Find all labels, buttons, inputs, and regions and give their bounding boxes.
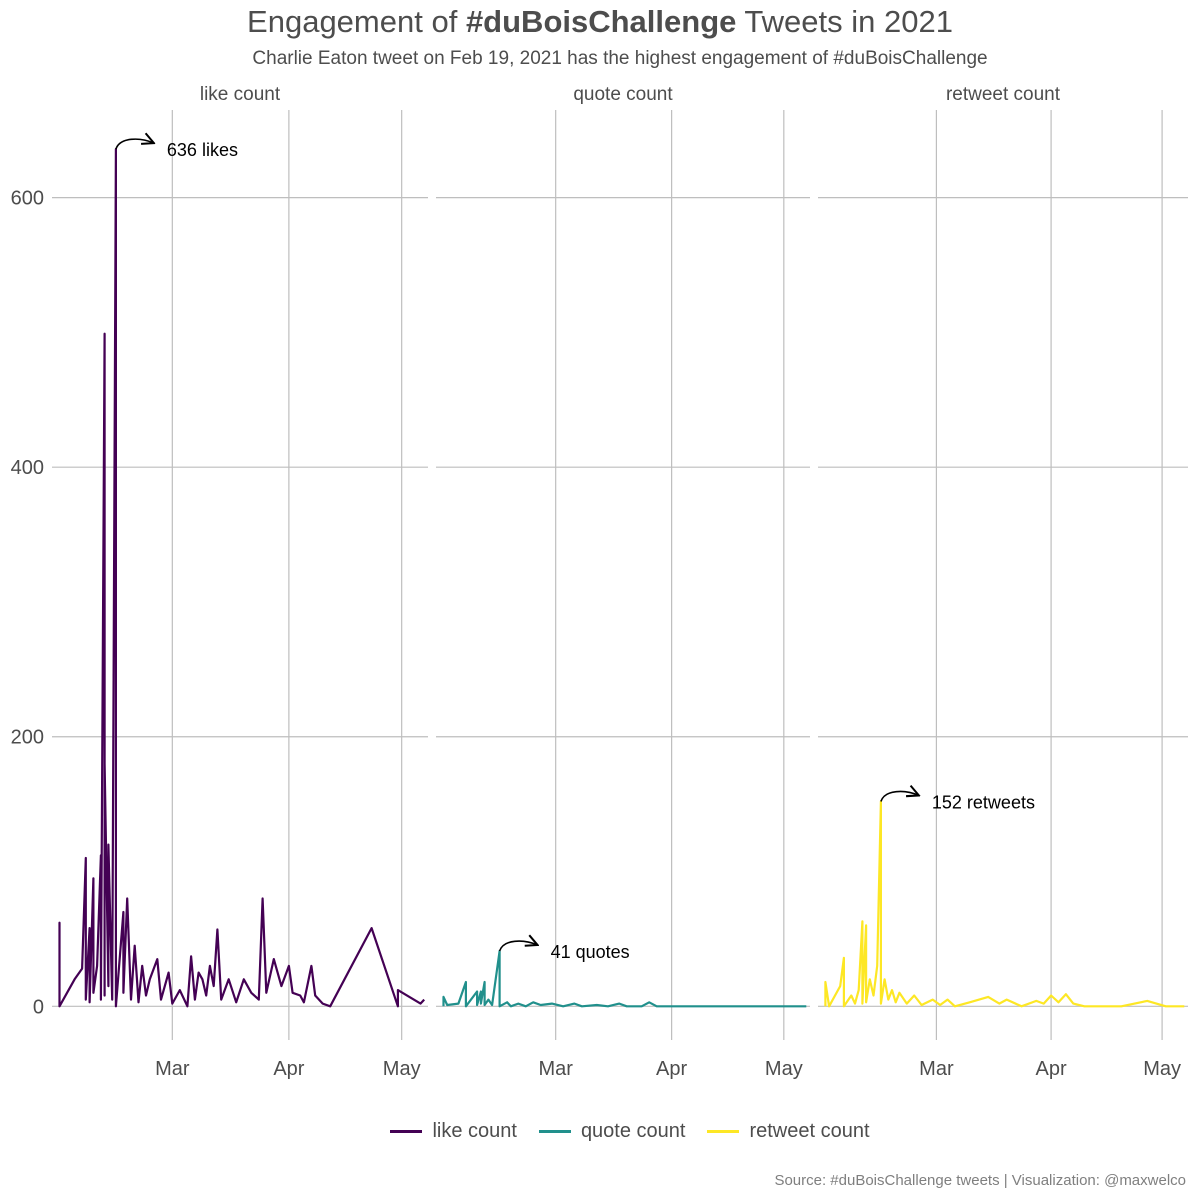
facet-label: quote count bbox=[573, 84, 673, 105]
facet-label: like count bbox=[200, 84, 281, 105]
y-tick-label: 0 bbox=[33, 996, 44, 1018]
x-tick-label: Mar bbox=[538, 1058, 573, 1080]
x-tick-label: Apr bbox=[1036, 1058, 1067, 1080]
series-line-quote-count bbox=[442, 949, 807, 1008]
y-tick-label: 400 bbox=[11, 457, 44, 479]
annotation-arrow bbox=[880, 791, 919, 802]
legend-key-like bbox=[390, 1130, 423, 1133]
chart-subtitle: Charlie Eaton tweet on Feb 19, 2021 has … bbox=[252, 48, 988, 69]
faceted-line-chart: Mar Apr May like count Mar Apr May quote count M… bbox=[11, 84, 1188, 1080]
legend-key-quote bbox=[538, 1130, 571, 1133]
annotation-label: 41 quotes bbox=[551, 942, 630, 962]
legend-label-quote: quote count bbox=[580, 1120, 686, 1142]
legend-item-quote: quote count bbox=[538, 1120, 686, 1143]
x-tick-label: Mar bbox=[155, 1058, 190, 1080]
x-tick-label: May bbox=[1143, 1058, 1181, 1080]
source-caption: Source: #duBoisChallenge tweets | Visual… bbox=[774, 1172, 1186, 1189]
legend-item-like: like count bbox=[390, 1120, 517, 1143]
series-line-retweet-count bbox=[824, 800, 1185, 1008]
legend-label-retweet: retweet count bbox=[749, 1120, 870, 1142]
x-tick-label: Apr bbox=[656, 1058, 687, 1080]
x-tick-label: Mar bbox=[919, 1058, 954, 1080]
title-suffix: Tweets in 2021 bbox=[736, 4, 953, 39]
y-tick-label: 200 bbox=[11, 727, 44, 749]
facet-label: retweet count bbox=[946, 84, 1061, 105]
annotation-arrow bbox=[115, 139, 154, 150]
legend: like count quote count retweet count bbox=[0, 1120, 1200, 1143]
annotation-label: 636 likes bbox=[167, 140, 238, 160]
legend-label-like: like count bbox=[432, 1120, 517, 1142]
series-line-like-count bbox=[58, 148, 426, 1008]
y-tick-label: 600 bbox=[11, 188, 44, 210]
legend-item-retweet: retweet count bbox=[707, 1120, 870, 1143]
x-tick-label: May bbox=[765, 1058, 803, 1080]
chart-title: Engagement of #duBoisChallenge Tweets in… bbox=[0, 4, 1200, 40]
title-hashtag: #duBoisChallenge bbox=[465, 4, 737, 39]
title-prefix: Engagement of bbox=[247, 4, 466, 39]
x-tick-label: Apr bbox=[273, 1058, 304, 1080]
annotation-label: 152 retweets bbox=[932, 792, 1035, 812]
x-tick-label: May bbox=[383, 1058, 421, 1080]
annotation-arrow bbox=[498, 941, 538, 952]
legend-key-retweet bbox=[707, 1130, 740, 1133]
